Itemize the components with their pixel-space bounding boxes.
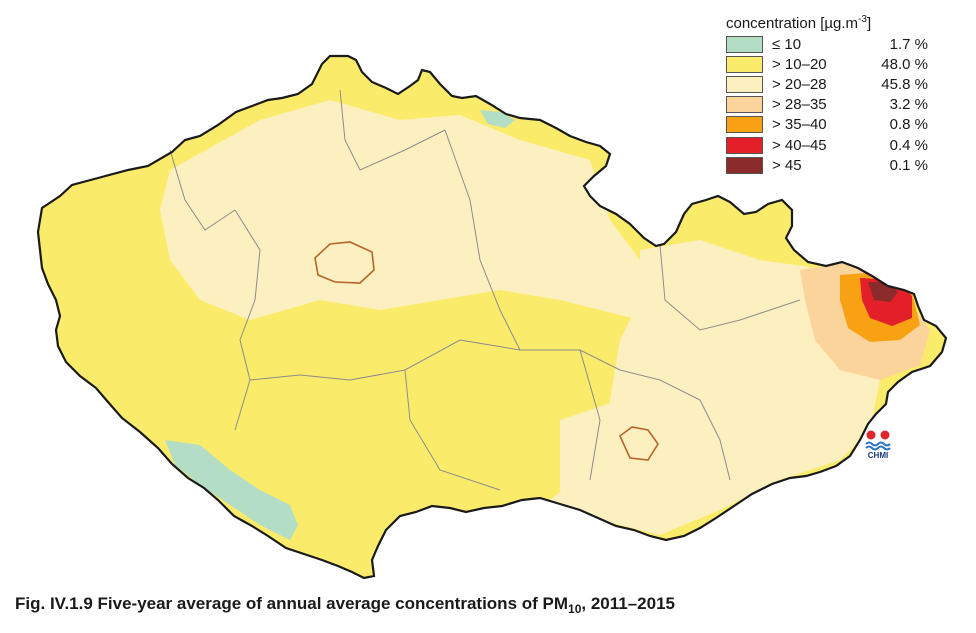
legend-swatch (726, 55, 763, 73)
legend-item: > 10–20 48.0 % (726, 54, 956, 74)
legend-share: 0.1 % (889, 156, 928, 174)
legend-rows: ≤ 10 1.7 % > 10–20 48.0 % > 20–28 45.8 % > 28–… (726, 34, 956, 175)
legend-range: > 10–20 (772, 55, 827, 73)
legend-swatch (726, 116, 763, 134)
country-border (36, 54, 948, 580)
legend-swatch (726, 35, 763, 53)
czech-map (36, 54, 948, 580)
legend-swatch (726, 136, 763, 154)
prague-boundary (314, 241, 375, 284)
zone-south-moravia-20-28 (560, 400, 700, 520)
legend-swatch (726, 156, 763, 174)
legend-share: 0.4 % (889, 136, 928, 154)
region-border (339, 89, 446, 171)
chmi-logo-text: CHMI (867, 451, 889, 460)
region-border (520, 349, 701, 401)
legend-swatch (726, 75, 763, 93)
legend-range: ≤ 10 (772, 35, 802, 53)
zone-sumava-le-10 (165, 440, 298, 540)
legend-item: > 20–28 45.8 % (726, 74, 956, 94)
legend-title: concentration [µg.m-3] (726, 14, 872, 32)
figure-caption: Fig. IV.1.9 Five-year average of annual … (15, 594, 675, 616)
legend-item: > 40–45 0.4 % (726, 135, 956, 155)
region-border (444, 129, 521, 351)
legend-share: 45.8 % (881, 75, 928, 93)
region-border (234, 209, 261, 431)
legend-item: > 35–40 0.8 % (726, 115, 956, 135)
legend-range: > 45 (772, 156, 802, 174)
legend-share: 0.8 % (889, 116, 928, 134)
region-border (249, 339, 521, 381)
region-border (659, 244, 801, 331)
legend-item: > 45 0.1 % (726, 155, 956, 175)
legend-range: > 20–28 (772, 75, 827, 93)
legend: concentration [µg.m-3] ≤ 10 1.7 % > 10–20 4… (726, 10, 956, 175)
legend-share: 1.7 % (889, 35, 928, 53)
zone-krkonose-le-10 (480, 110, 515, 128)
legend-share: 48.0 % (881, 55, 928, 73)
chmi-logo: CHMI (862, 428, 894, 462)
zone-central-20-28 (160, 100, 640, 320)
region-border (579, 349, 601, 481)
region-borders (169, 89, 801, 491)
legend-share: 3.2 % (889, 96, 928, 114)
region-border (404, 369, 501, 491)
chmi-logo-icon (865, 430, 891, 451)
region-border (169, 149, 236, 231)
legend-item: ≤ 10 1.7 % (726, 34, 956, 54)
legend-range: > 28–35 (772, 96, 827, 114)
brno-boundary (619, 426, 659, 461)
map-area (36, 54, 948, 580)
legend-range: > 40–45 (772, 136, 827, 154)
legend-item: > 28–35 3.2 % (726, 95, 956, 115)
region-border (699, 399, 731, 481)
legend-swatch (726, 96, 763, 114)
legend-range: > 35–40 (772, 116, 827, 134)
